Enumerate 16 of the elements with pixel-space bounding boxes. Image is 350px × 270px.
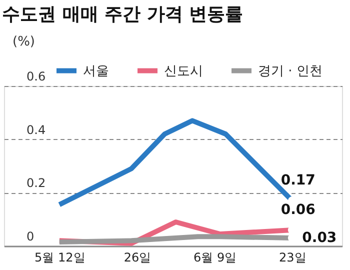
y-axis-title: (%): [12, 34, 35, 50]
x-tick-label: 5월 12일: [34, 250, 86, 264]
data-label: 0.06: [280, 202, 316, 218]
legend-label: 신도시: [164, 64, 203, 79]
y-tick-label: 0: [26, 230, 34, 244]
y-tick-label: 0.6: [26, 70, 46, 84]
x-tick-label: 6월 9일: [194, 250, 237, 264]
data-label: 0.03: [302, 230, 337, 246]
chart-title: 수도권 매매 주간 가격 변동률: [2, 4, 244, 25]
y-tick-label: 0.2: [26, 176, 46, 190]
legend-label: 경기 · 인천: [258, 64, 322, 79]
data-label: 0.17: [280, 172, 316, 189]
legend-label: 서울: [83, 64, 109, 79]
y-tick-label: 0.4: [26, 122, 46, 137]
x-tick-label: 23일: [278, 250, 306, 264]
x-tick-label: 26일: [124, 250, 152, 264]
